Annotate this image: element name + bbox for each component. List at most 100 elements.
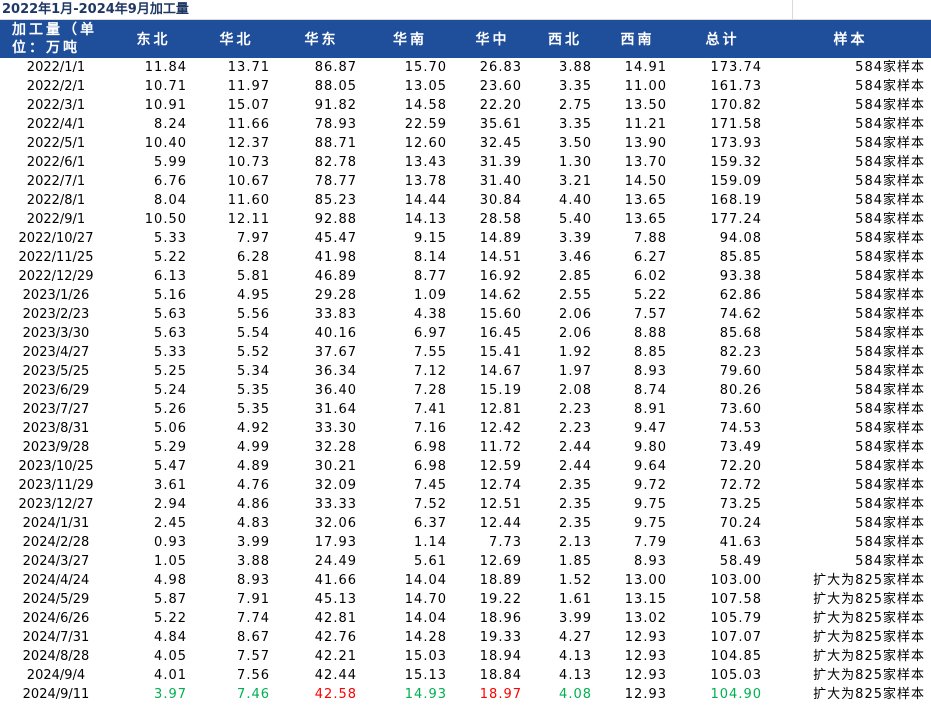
cell: 32.06 (314, 516, 357, 531)
cell: 13.65 (624, 193, 667, 208)
cell: 2.44 (559, 440, 592, 455)
cell: 584家样本 (855, 269, 925, 284)
cell: 173.93 (710, 136, 762, 151)
cell: 32.45 (479, 136, 522, 151)
date-cell: 2024/4/24 (22, 573, 90, 588)
row: 2022/3/1 10.91 15.07 91.82 14.58 22.20 2.75 13.… (0, 96, 931, 115)
date-cell: 2022/4/1 (26, 117, 86, 132)
cell: 9.80 (634, 440, 667, 455)
row: 2022/2/1 10.71 11.97 88.05 13.05 23.60 3.35 11.… (0, 77, 931, 96)
cell: 12.42 (479, 421, 522, 436)
cell: 7.57 (237, 649, 270, 664)
cell: 36.34 (314, 364, 357, 379)
cell: 42.58 (314, 687, 357, 702)
row: 2023/7/27 5.26 5.35 31.64 7.41 12.81 2.23 8.91 7… (0, 400, 931, 419)
cell: 4.13 (559, 649, 592, 664)
cell: 2.44 (559, 459, 592, 474)
cell: 6.37 (414, 516, 447, 531)
cell: 31.40 (479, 174, 522, 189)
cell: 8.77 (414, 269, 447, 284)
cell: 8.24 (154, 117, 187, 132)
cell: 32.28 (314, 440, 357, 455)
row: 2023/6/29 5.24 5.35 36.40 7.28 15.19 2.08 8.74 8… (0, 381, 931, 400)
cell: 13.50 (624, 98, 667, 113)
cell: 82.23 (719, 345, 762, 360)
cell: 12.74 (479, 478, 522, 493)
cell: 10.67 (227, 174, 270, 189)
row: 2024/3/27 1.05 3.88 24.49 5.61 12.69 1.85 8.93 5… (0, 552, 931, 571)
cell: 7.79 (634, 535, 667, 550)
cell: 584家样本 (855, 155, 925, 170)
cell: 584家样本 (855, 79, 925, 94)
cell: 42.44 (314, 668, 357, 683)
cell: 584家样本 (855, 136, 925, 151)
cell: 1.92 (559, 345, 592, 360)
row: 2023/9/28 5.29 4.99 32.28 6.98 11.72 2.44 9.80 7… (0, 438, 931, 457)
cell: 168.19 (710, 193, 762, 208)
cell: 11.00 (624, 79, 667, 94)
cell: 73.60 (719, 402, 762, 417)
cell: 36.40 (314, 383, 357, 398)
cell: 72.72 (719, 478, 762, 493)
date-cell: 2023/7/27 (22, 402, 90, 417)
cell: 7.91 (237, 592, 270, 607)
row: 2023/10/25 5.47 4.89 30.21 6.98 12.59 2.44 9.64… (0, 457, 931, 476)
cell: 扩大为825家样本 (813, 649, 925, 664)
cell: 扩大为825家样本 (813, 592, 925, 607)
date-cell: 2023/9/28 (22, 440, 90, 455)
cell: 5.56 (237, 307, 270, 322)
cell: 5.63 (154, 326, 187, 341)
date-cell: 2024/3/27 (22, 554, 90, 569)
cell: 32.09 (314, 478, 357, 493)
cell: 13.15 (624, 592, 667, 607)
cell: 5.24 (154, 383, 187, 398)
cell: 1.85 (559, 554, 592, 569)
cell: 105.79 (710, 611, 762, 626)
date-cell: 2024/7/31 (22, 630, 90, 645)
cell: 11.97 (227, 79, 270, 94)
row: 2024/7/31 4.84 8.67 42.76 14.28 19.33 4.27 12.9… (0, 628, 931, 647)
date-cell: 2023/4/27 (22, 345, 90, 360)
cell: 9.64 (634, 459, 667, 474)
cell: 5.22 (634, 288, 667, 303)
cell: 584家样本 (855, 326, 925, 341)
cell: 12.44 (479, 516, 522, 531)
row: 2024/9/4 4.01 7.56 42.44 15.13 18.84 4.13 12.93… (0, 666, 931, 685)
cell: 2.35 (559, 516, 592, 531)
row: 2022/4/1 8.24 11.66 78.93 22.59 35.61 3.35 11.2… (0, 115, 931, 134)
cell: 41.98 (314, 250, 357, 265)
cell: 15.19 (479, 383, 522, 398)
cell: 9.72 (634, 478, 667, 493)
cell: 19.22 (479, 592, 522, 607)
cell: 6.28 (237, 250, 270, 265)
row: 2023/11/29 3.61 4.76 32.09 7.45 12.74 2.35 9.72… (0, 476, 931, 495)
cell: 14.44 (404, 193, 447, 208)
cell: 584家样本 (855, 383, 925, 398)
date-cell: 2024/9/11 (22, 687, 90, 702)
cell: 10.73 (227, 155, 270, 170)
cell: 8.91 (634, 402, 667, 417)
cell: 12.37 (227, 136, 270, 151)
cell: 3.61 (154, 478, 187, 493)
cell: 3.97 (154, 687, 187, 702)
cell: 12.60 (404, 136, 447, 151)
cell: 9.75 (634, 516, 667, 531)
date-cell: 2022/3/1 (26, 98, 86, 113)
cell: 17.93 (314, 535, 357, 550)
date-cell: 2024/1/31 (22, 516, 90, 531)
row: 2024/1/31 2.45 4.83 32.06 6.37 12.44 2.35 9.75 7… (0, 514, 931, 533)
row: 2024/6/26 5.22 7.74 42.81 14.04 18.96 3.99 13.0… (0, 609, 931, 628)
cell: 8.88 (634, 326, 667, 341)
cell: 5.29 (154, 440, 187, 455)
cell: 33.30 (314, 421, 357, 436)
cell: 4.83 (237, 516, 270, 531)
cell: 105.03 (710, 668, 762, 683)
cell: 13.00 (624, 573, 667, 588)
cell: 85.85 (719, 250, 762, 265)
cell: 7.57 (634, 307, 667, 322)
cell: 584家样本 (855, 307, 925, 322)
cell: 4.38 (414, 307, 447, 322)
cell: 7.55 (414, 345, 447, 360)
row: 2022/12/29 6.13 5.81 46.89 8.77 16.92 2.85 6.02… (0, 267, 931, 286)
date-cell: 2023/11/29 (18, 478, 94, 493)
